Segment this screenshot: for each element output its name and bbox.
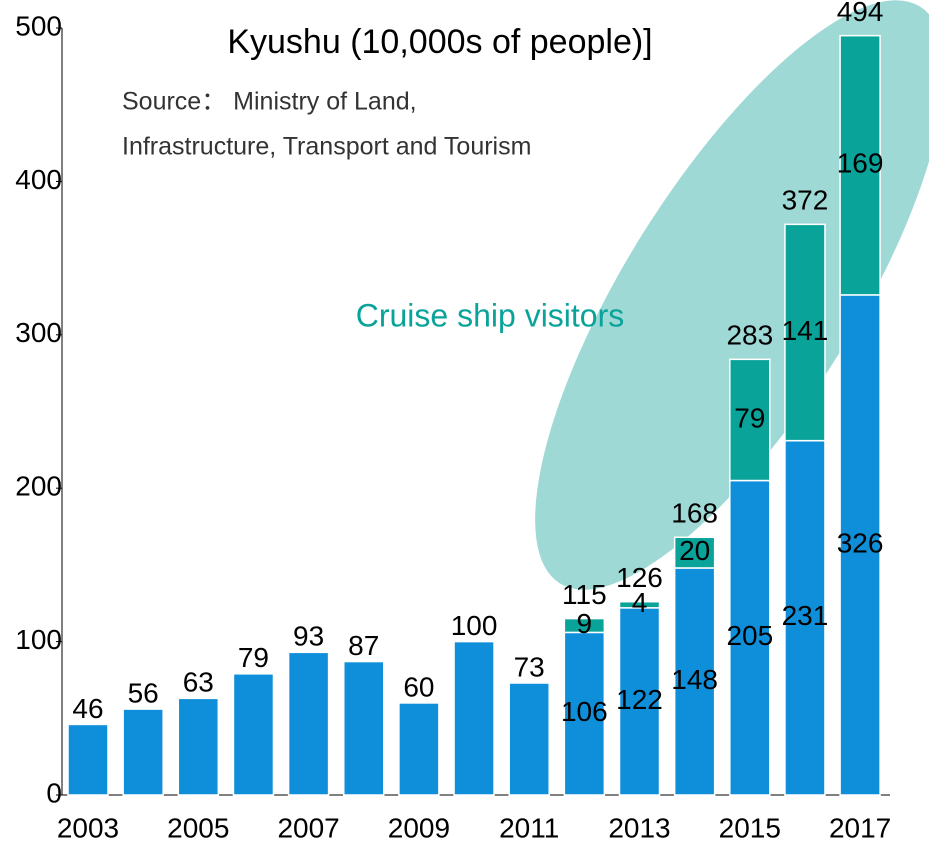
bar-segment [618,600,661,609]
y-tick-label: 400 [15,164,62,195]
x-tick-label: 2017 [829,812,891,843]
y-tick-label: 300 [15,317,62,348]
bar-segment [67,723,109,796]
x-tick-label: 2009 [388,812,450,843]
total-label: 168 [671,498,718,529]
x-tick-label: 2005 [167,812,229,843]
bar-segment [673,536,716,569]
bar-segment [508,682,550,796]
bar-segment [453,640,495,796]
data-label: 100 [451,610,498,641]
data-label: 148 [671,664,718,695]
data-label: 60 [403,671,434,702]
bar-segment [122,708,164,796]
data-label: 205 [726,620,773,651]
bar-segment [784,223,826,442]
total-label: 283 [726,320,773,351]
data-label: 20 [679,535,710,566]
bar-segment [729,358,771,482]
data-label: 231 [782,600,829,631]
data-label: 87 [348,630,379,661]
x-tick-label: 2007 [277,812,339,843]
bar-segment [232,673,275,796]
bar-segment [177,697,220,796]
total-label: 372 [782,185,829,216]
data-label: 46 [72,693,103,724]
y-tick-label: 100 [15,624,62,655]
data-label: 106 [561,696,608,727]
data-label: 141 [782,315,829,346]
source: Source： Ministry of Land, [122,88,417,116]
data-label: 326 [837,527,884,558]
bar-segment [398,702,440,796]
x-tick-label: 2003 [57,812,119,843]
x-tick-label: 2013 [608,812,670,843]
data-label: 79 [734,402,765,433]
annotation: Cruise ship visitors [356,297,625,333]
x-tick-label: 2015 [719,812,781,843]
bar-segment [287,651,330,796]
bar-segment [673,567,716,796]
total-label: 115 [562,579,607,610]
bar-segment [563,617,606,634]
source: Infrastructure, Transport and Tourism [122,133,531,161]
data-label: 56 [128,677,159,708]
data-label: 9 [577,608,593,639]
data-label: 93 [293,621,324,652]
bar-segment [343,660,385,796]
x-tick-label: 2011 [499,812,559,843]
y-tick-label: 200 [15,471,62,502]
y-tick-label: 0 [46,777,62,808]
chart-title: Kyushu (10,000s of people)] [227,23,652,61]
data-label: 63 [183,667,214,698]
data-label: 169 [837,148,884,179]
y-tick-label: 500 [15,10,62,41]
data-label: 79 [238,642,269,673]
total-label: 494 [837,0,884,27]
total-label: 126 [616,562,663,593]
data-label: 73 [514,651,545,682]
data-label: 4 [632,587,648,618]
data-label: 122 [616,684,663,715]
bar-segment [839,34,881,296]
bar-segment [839,294,881,796]
